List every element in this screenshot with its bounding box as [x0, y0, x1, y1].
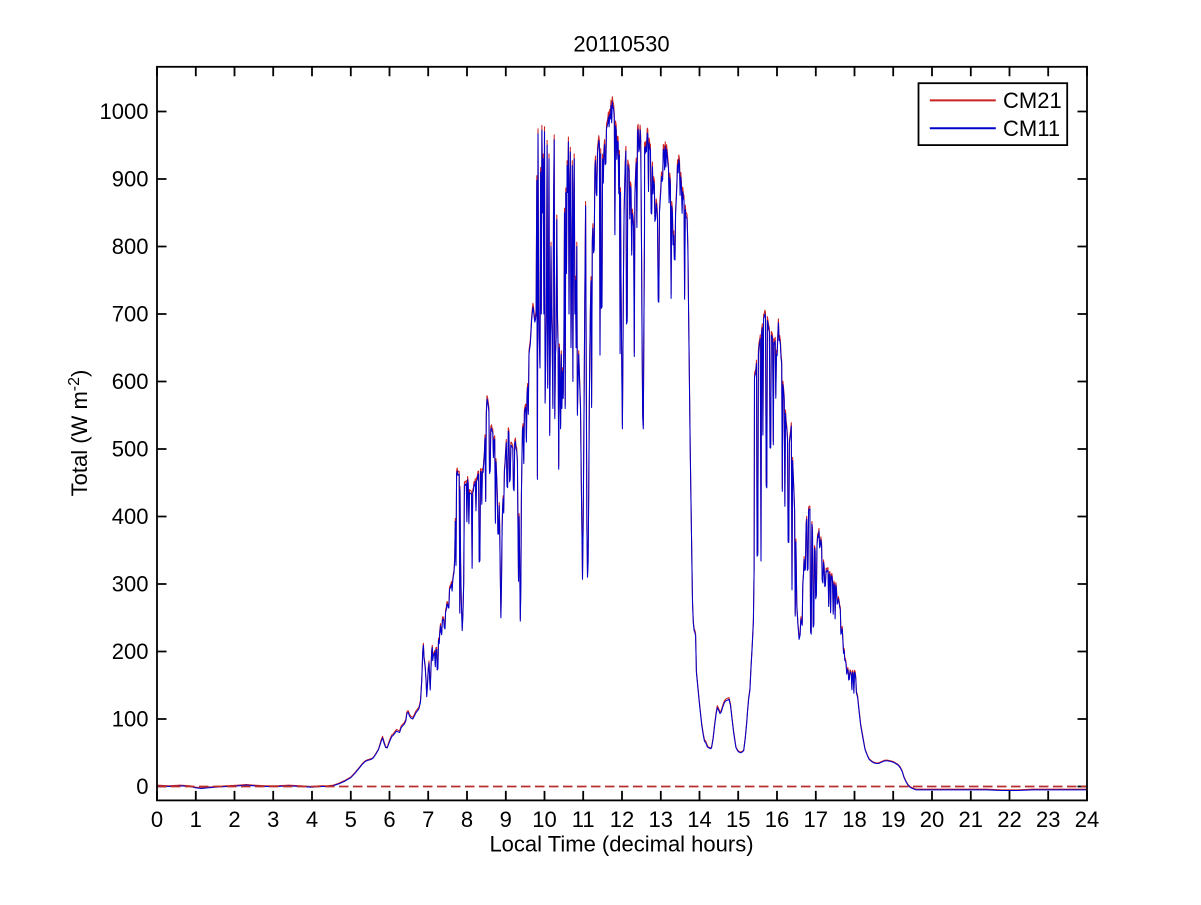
svg-text:3: 3 [267, 807, 279, 832]
svg-text:20110530: 20110530 [573, 32, 669, 57]
svg-text:21: 21 [959, 807, 983, 832]
svg-text:7: 7 [422, 807, 434, 832]
svg-text:24: 24 [1075, 807, 1099, 832]
svg-text:10: 10 [532, 807, 556, 832]
svg-text:17: 17 [804, 807, 828, 832]
svg-text:2: 2 [228, 807, 240, 832]
svg-text:CM11: CM11 [1003, 116, 1060, 141]
svg-text:15: 15 [726, 807, 750, 832]
svg-text:100: 100 [112, 707, 149, 732]
svg-text:23: 23 [1036, 807, 1060, 832]
svg-text:12: 12 [610, 807, 634, 832]
svg-text:0: 0 [136, 774, 148, 799]
svg-text:5: 5 [345, 807, 357, 832]
svg-text:11: 11 [572, 807, 595, 832]
svg-text:1: 1 [190, 807, 202, 832]
svg-text:CM21: CM21 [1003, 88, 1062, 113]
svg-text:200: 200 [112, 639, 149, 664]
svg-text:20: 20 [920, 807, 944, 832]
svg-text:600: 600 [112, 369, 149, 394]
svg-text:800: 800 [112, 234, 149, 259]
svg-text:1000: 1000 [100, 99, 149, 124]
svg-text:0: 0 [151, 807, 163, 832]
svg-text:700: 700 [112, 302, 149, 327]
svg-text:6: 6 [383, 807, 395, 832]
svg-text:500: 500 [112, 437, 149, 462]
svg-text:400: 400 [112, 504, 149, 529]
svg-text:300: 300 [112, 572, 149, 597]
svg-text:900: 900 [112, 167, 149, 192]
svg-text:14: 14 [687, 807, 711, 832]
svg-text:16: 16 [765, 807, 789, 832]
svg-text:9: 9 [500, 807, 512, 832]
svg-text:13: 13 [649, 807, 673, 832]
svg-text:Local Time (decimal hours): Local Time (decimal hours) [489, 832, 753, 857]
svg-text:22: 22 [997, 807, 1021, 832]
svg-text:18: 18 [842, 807, 866, 832]
svg-text:4: 4 [306, 807, 318, 832]
svg-text:8: 8 [461, 807, 473, 832]
svg-text:19: 19 [881, 807, 905, 832]
